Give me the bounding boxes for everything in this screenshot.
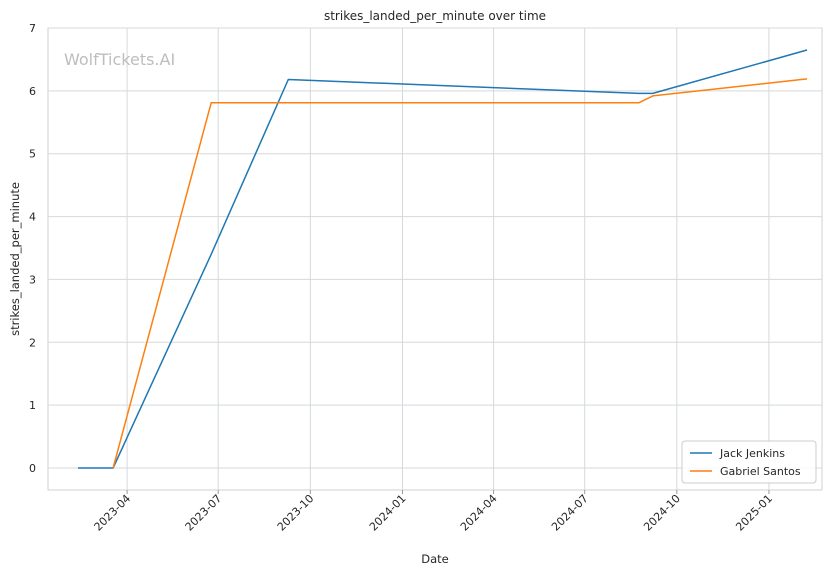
x-tick-label: 2023-04 [92,492,134,534]
series-line-gabriel-santos [112,78,808,469]
y-tick-label: 1 [29,399,36,412]
legend: Jack Jenkins Gabriel Santos [681,440,817,484]
x-tick-label: 2024-01 [367,492,409,534]
x-axis-label: Date [421,552,449,566]
grid-lines [48,27,822,490]
y-axis-ticks: 0 1 2 3 4 5 6 7 [29,22,36,475]
y-tick-label: 2 [29,336,36,349]
series-layer [78,49,808,469]
plot-area [47,27,823,491]
y-tick-label: 7 [29,22,36,35]
x-axis-ticks: 2023-04 2023-07 2023-10 2024-01 2024-04 2024-… [92,490,775,534]
x-tick-label: 2025-01 [733,492,775,534]
watermark-text: WolfTickets.AI [64,50,175,69]
y-tick-label: 6 [29,85,36,98]
legend-box [681,440,817,484]
y-tick-label: 0 [29,462,36,475]
y-axis-label: strikes_landed_per_minute [8,182,22,336]
x-tick-label: 2023-07 [183,492,225,534]
legend-label: Gabriel Santos [720,465,801,478]
y-tick-label: 3 [29,273,36,286]
x-tick-label: 2023-10 [275,492,317,534]
x-tick-label: 2024-07 [549,492,591,534]
y-tick-label: 4 [29,211,36,224]
x-tick-label: 2024-10 [641,492,683,534]
legend-label: Jack Jenkins [719,447,785,460]
y-tick-label: 5 [29,148,36,161]
chart-title: strikes_landed_per_minute over time [324,9,546,23]
x-tick-label: 2024-04 [458,492,500,534]
